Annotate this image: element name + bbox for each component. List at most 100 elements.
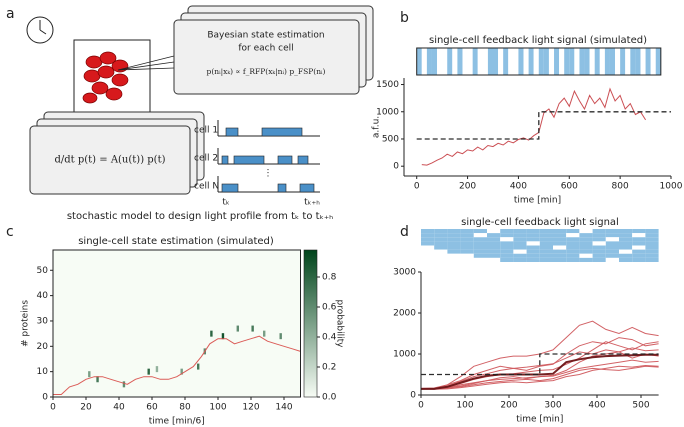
light-cell — [599, 48, 605, 75]
light-cell — [487, 233, 501, 238]
light-cell — [553, 241, 567, 246]
light-cell — [645, 237, 659, 242]
light-cell — [460, 257, 474, 262]
light-pulse — [225, 127, 239, 137]
light-cell — [447, 245, 461, 250]
light-cell — [632, 237, 646, 242]
light-cell — [539, 249, 553, 254]
light-cell — [605, 229, 619, 234]
light-cell — [460, 229, 474, 234]
probability-cell — [279, 333, 282, 340]
light-cell — [500, 257, 514, 262]
light-cell — [553, 245, 567, 250]
light-cell — [477, 48, 483, 75]
light-cell — [526, 257, 540, 262]
probability-cell — [155, 366, 159, 373]
x-axis-label: time [min/6] — [149, 417, 205, 427]
x-tick-label: 100 — [209, 403, 226, 413]
light-cell — [615, 48, 621, 75]
x-axis-label: time [min] — [514, 196, 561, 206]
light-cell — [579, 241, 593, 246]
light-cell — [605, 237, 619, 242]
colorbar-tick-label: 0.6 — [322, 303, 337, 313]
light-cell — [434, 257, 448, 262]
light-cell — [566, 245, 580, 250]
light-cell — [605, 249, 619, 254]
light-cell — [426, 48, 432, 75]
y-tick-label: 30 — [37, 316, 49, 326]
light-cell — [539, 229, 553, 234]
x-tick-label: 400 — [588, 401, 605, 411]
probability-cell — [122, 381, 126, 388]
light-cell — [566, 257, 580, 262]
light-cell — [421, 48, 427, 75]
colorbar-tick-label: 0.8 — [322, 273, 337, 283]
light-cell — [605, 233, 619, 238]
light-cell — [533, 48, 539, 75]
chart-title: single-cell feedback light signal — [461, 217, 619, 228]
connector-lines — [117, 55, 175, 71]
light-cell — [526, 241, 540, 246]
panel-letter: d — [400, 224, 409, 240]
light-cell — [513, 48, 519, 75]
light-cell — [584, 48, 590, 75]
y-tick-label: 3000 — [393, 268, 416, 278]
light-cell — [472, 48, 478, 75]
light-pulse — [261, 127, 303, 137]
cell-label: cell 2 — [194, 154, 218, 164]
panel-letter: b — [400, 10, 409, 26]
light-cell — [579, 245, 593, 250]
x-tick-label: 400 — [510, 182, 527, 192]
light-cell — [473, 253, 487, 258]
light-cell — [592, 233, 606, 238]
light-cell — [645, 257, 659, 262]
light-cell — [579, 249, 593, 254]
x-tick-label: 200 — [459, 182, 476, 192]
x-axis-label: time [min] — [516, 415, 563, 425]
light-cell — [619, 245, 633, 250]
light-cell — [442, 48, 448, 75]
light-cell — [500, 245, 514, 250]
probability-cell — [147, 368, 150, 375]
colorbar-tick-label: 0.4 — [322, 333, 337, 343]
light-cell — [592, 253, 606, 258]
card — [29, 125, 191, 195]
light-cell — [482, 48, 488, 75]
target-line — [421, 353, 659, 376]
light-cell — [421, 249, 435, 254]
card — [173, 19, 360, 95]
panel-letter: a — [6, 6, 15, 22]
light-cell — [566, 229, 580, 234]
light-cell — [539, 253, 553, 258]
light-cell — [645, 245, 659, 250]
light-cell — [508, 48, 514, 75]
light-cell — [564, 48, 570, 75]
light-pulse — [299, 183, 315, 193]
light-cell — [559, 48, 565, 75]
x-tick-label: 800 — [612, 182, 629, 192]
chart-title: single-cell feedback light signal (simul… — [429, 35, 647, 46]
light-cell — [528, 48, 534, 75]
light-cell — [605, 245, 619, 250]
light-cell — [526, 237, 540, 242]
light-pulse — [297, 155, 309, 165]
y-tick-label: 1000 — [393, 350, 416, 360]
light-cell — [473, 229, 487, 234]
light-cell — [437, 48, 443, 75]
time-label: tₖ₊ₕ — [304, 198, 320, 208]
light-cell — [543, 48, 549, 75]
light-cell — [619, 241, 633, 246]
light-cell — [635, 48, 641, 75]
light-cell — [645, 241, 659, 246]
light-cell — [487, 237, 501, 242]
light-cell — [553, 233, 567, 238]
light-cell — [434, 233, 448, 238]
light-cell — [619, 257, 633, 262]
light-cell — [604, 48, 610, 75]
light-cell — [513, 237, 527, 242]
light-cell — [421, 253, 435, 258]
light-pulse — [233, 155, 265, 165]
light-cell — [421, 233, 435, 238]
light-cell — [632, 249, 646, 254]
